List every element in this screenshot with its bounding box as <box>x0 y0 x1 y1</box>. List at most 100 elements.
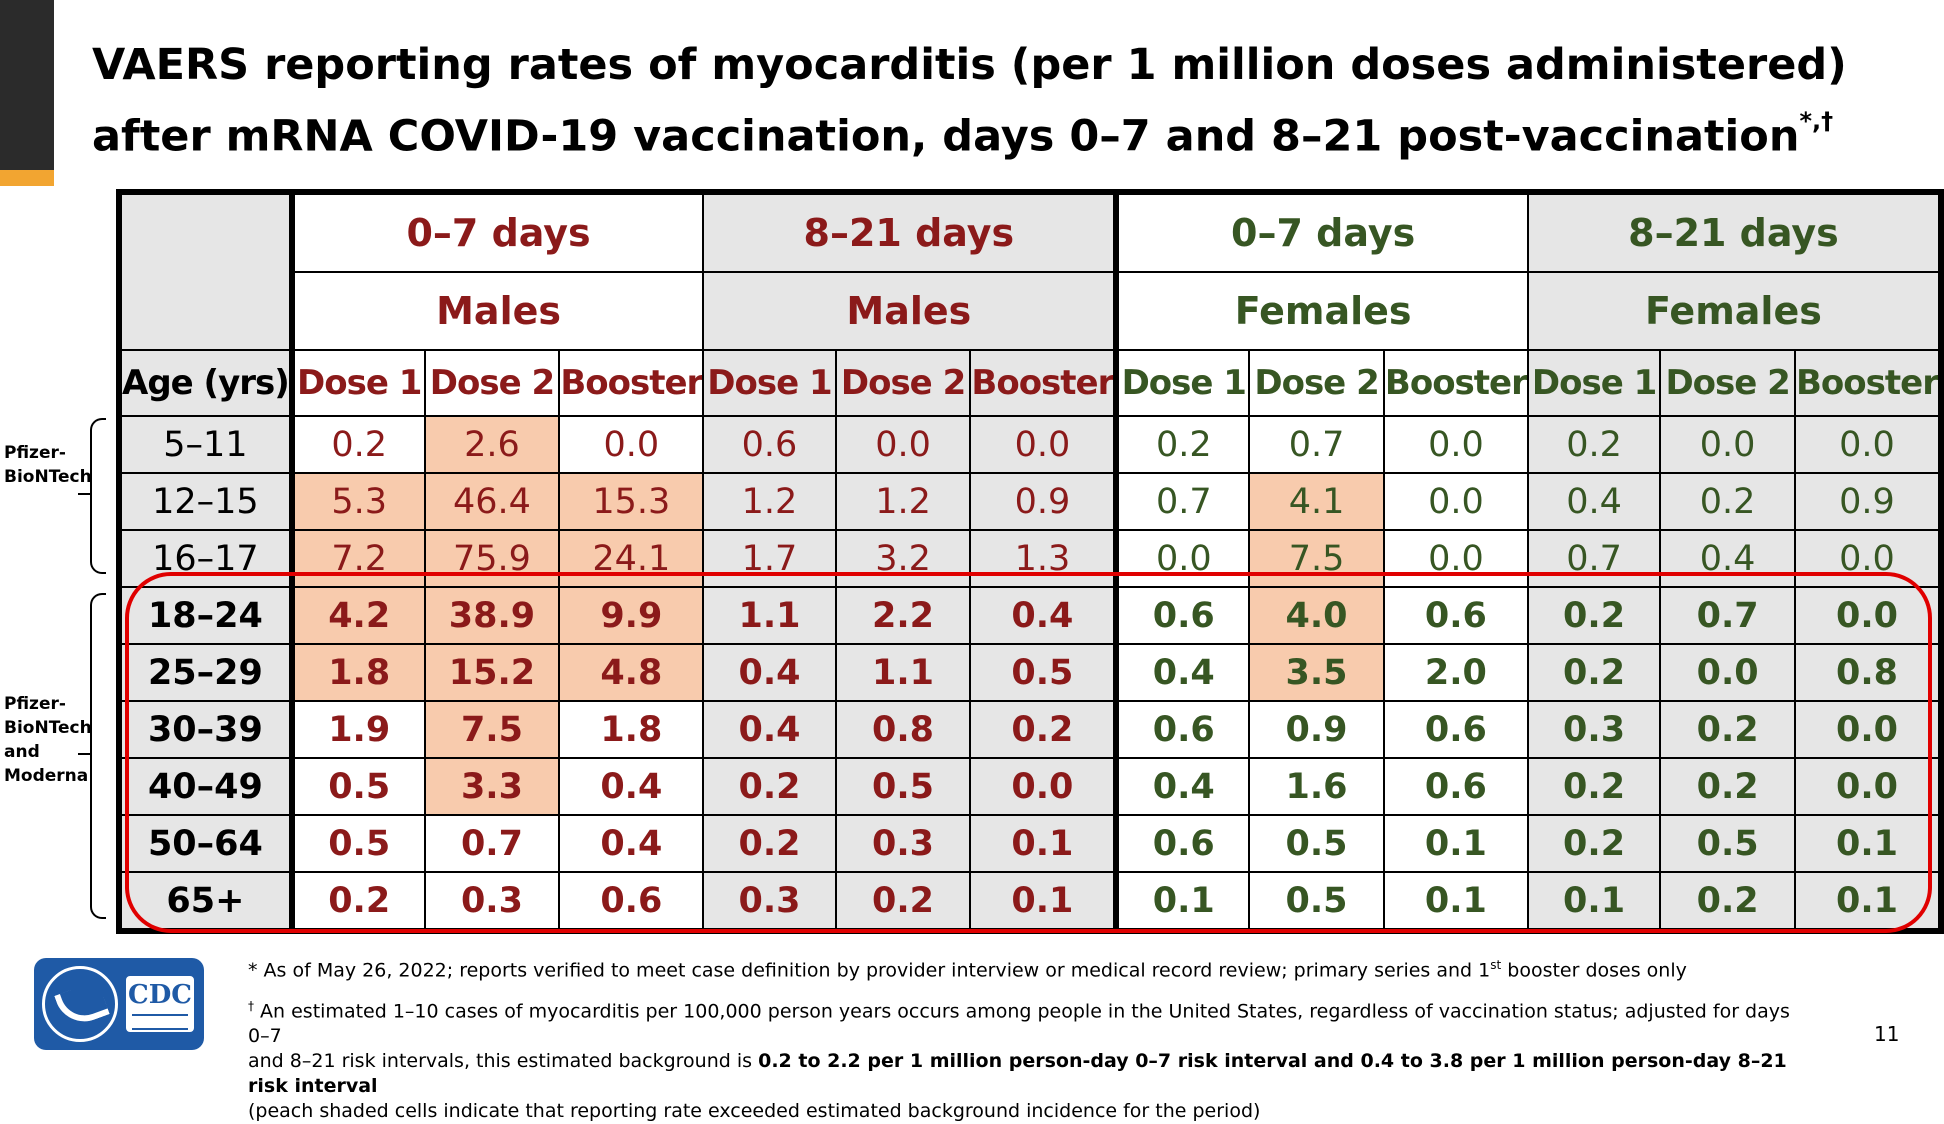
rate-cell: 0.2 <box>1526 814 1662 873</box>
table-row: 30–39 1.9 7.5 1.8 0.4 0.8 0.2 0.6 0.9 0.6 0.3 0.2 0.… <box>118 700 1942 759</box>
table-row: 18–24 4.2 38.9 9.9 1.1 2.2 0.4 0.6 4.0 0.6 0.2 0.7 0… <box>118 586 1942 645</box>
rate-cell: 0.5 <box>969 643 1118 702</box>
footnote-1-sup: st <box>1490 958 1502 972</box>
rate-cell: 1.9 <box>290 700 426 759</box>
rate-cell: 0.5 <box>290 814 426 873</box>
rate-cell: 0.2 <box>1526 643 1662 702</box>
rate-cell: 46.4 <box>423 472 561 531</box>
group-label-line: Moderna <box>4 766 89 786</box>
rate-cell: 4.8 <box>558 643 705 702</box>
rate-cell: 0.5 <box>290 757 426 816</box>
rate-cell: 0.3 <box>702 871 837 932</box>
rate-cell: 0.2 <box>1659 871 1796 932</box>
dose-header: Booster <box>558 349 705 417</box>
rate-cell: 0.3 <box>423 871 561 932</box>
rate-cell: 0.2 <box>290 871 426 932</box>
rate-cell: 0.2 <box>1113 415 1251 474</box>
dose-header: Booster <box>969 349 1118 417</box>
age-cell: 16–17 <box>118 529 295 588</box>
rate-cell: 4.2 <box>290 586 426 645</box>
rate-cell: 3.3 <box>423 757 561 816</box>
rate-cell: 0.5 <box>1248 871 1385 932</box>
age-cell: 30–39 <box>118 700 295 759</box>
rate-cell: 2.0 <box>1382 643 1529 702</box>
age-cell: 25–29 <box>118 643 295 702</box>
brace-group-1 <box>90 418 106 574</box>
age-cell: 65+ <box>118 871 295 932</box>
group-label-line: Pfizer- <box>4 443 66 463</box>
rate-cell: 7.5 <box>423 700 561 759</box>
rate-cell: 0.4 <box>558 757 705 816</box>
rate-cell: 0.2 <box>1526 586 1662 645</box>
rate-cell: 0.6 <box>1382 757 1529 816</box>
rate-cell: 1.3 <box>969 529 1118 588</box>
rate-cell: 15.3 <box>558 472 705 531</box>
table-row: 50–64 0.5 0.7 0.4 0.2 0.3 0.1 0.6 0.5 0.1 0.2 0.5 0.… <box>118 814 1942 873</box>
rate-cell: 0.0 <box>1382 529 1529 588</box>
slide-title: VAERS reporting rates of myocarditis (pe… <box>92 34 1912 167</box>
rate-cell: 1.7 <box>702 529 837 588</box>
footnote-1-text-end: booster doses only <box>1501 959 1687 982</box>
rate-cell: 0.4 <box>702 700 837 759</box>
rate-cell: 0.6 <box>702 415 837 474</box>
rate-cell: 1.6 <box>1248 757 1385 816</box>
rate-cell: 0.6 <box>1113 814 1251 873</box>
period-header-females-8-21: 8–21 days <box>1526 191 1943 273</box>
dose-header: Dose 1 <box>290 349 426 417</box>
rate-cell: 0.0 <box>1382 472 1529 531</box>
sex-header-females-0-7: Females <box>1113 271 1529 351</box>
rate-cell: 0.8 <box>834 700 972 759</box>
period-header-females-0-7: 0–7 days <box>1113 191 1529 273</box>
rate-cell: 0.2 <box>1659 757 1796 816</box>
cdc-logo: CDC <box>34 958 204 1050</box>
rate-cell: 1.8 <box>290 643 426 702</box>
table-row: 12–15 5.3 46.4 15.3 1.2 1.2 0.9 0.7 4.1 0.0 0.4 0.2… <box>118 472 1942 531</box>
rate-cell: 0.7 <box>1526 529 1662 588</box>
rate-cell: 0.7 <box>1248 415 1385 474</box>
rate-cell: 0.1 <box>1526 871 1662 932</box>
period-header-row: 0–7 days 8–21 days 0–7 days 8–21 days <box>118 191 1943 351</box>
footnote-2-mark: † <box>248 999 254 1013</box>
rate-cell: 0.6 <box>1382 586 1529 645</box>
rate-cell: 1.2 <box>702 472 837 531</box>
rate-cell: 1.1 <box>702 586 837 645</box>
age-cell: 5–11 <box>118 415 295 474</box>
cdc-wordmark: CDC <box>126 976 194 1032</box>
rate-cell: 9.9 <box>558 586 705 645</box>
rate-cell: 0.1 <box>1113 871 1251 932</box>
left-accent-stripe <box>0 170 54 186</box>
table-row: 65+ 0.2 0.3 0.6 0.3 0.2 0.1 0.1 0.5 0.1 0.1 0.2 0.1 <box>118 871 1942 932</box>
dose-header: Booster <box>1382 349 1529 417</box>
group-label-pfizer: Pfizer- BioNTech <box>4 441 92 489</box>
rate-cell: 0.3 <box>1526 700 1662 759</box>
rate-cell: 0.2 <box>969 700 1118 759</box>
group-label-pfizer-moderna: Pfizer- BioNTech and Moderna <box>4 692 92 788</box>
rate-cell: 0.2 <box>834 871 972 932</box>
dose-header: Dose 1 <box>702 349 837 417</box>
rate-cell: 0.0 <box>1113 529 1251 588</box>
rate-cell: 3.2 <box>834 529 972 588</box>
dose-header: Dose 2 <box>834 349 972 417</box>
sex-header-males-8-21: Males <box>702 271 1118 351</box>
age-cell: 18–24 <box>118 586 295 645</box>
footnote-2-text-c: (peach shaded cells indicate that report… <box>248 1100 1261 1123</box>
rate-cell: 2.6 <box>423 415 561 474</box>
period-header-males-8-21: 8–21 days <box>702 191 1118 273</box>
rate-cell: 0.0 <box>1659 415 1796 474</box>
sex-header-row: Males Males Females Females <box>119 271 1943 351</box>
age-cell: 12–15 <box>118 472 295 531</box>
age-column-header: Age (yrs) <box>118 349 295 417</box>
rate-cell: 0.6 <box>1113 700 1251 759</box>
rate-cell: 0.6 <box>558 871 705 932</box>
dose-header: Dose 1 <box>1113 349 1251 417</box>
rate-cell: 24.1 <box>558 529 705 588</box>
rate-cell: 0.9 <box>1248 700 1385 759</box>
title-line-2: after mRNA COVID-19 vaccination, days 0–… <box>92 111 1800 162</box>
table-row: 25–29 1.8 15.2 4.8 0.4 1.1 0.5 0.4 3.5 2.0 0.2 0.0 0… <box>118 643 1942 702</box>
rate-cell: 0.0 <box>1794 700 1942 759</box>
title-line-1: VAERS reporting rates of myocarditis (pe… <box>92 40 1847 90</box>
rate-cell: 0.7 <box>1113 472 1251 531</box>
rate-cell: 0.0 <box>1382 415 1529 474</box>
slide-number: 11 <box>1874 1022 1900 1046</box>
rate-cell: 0.5 <box>1659 814 1796 873</box>
